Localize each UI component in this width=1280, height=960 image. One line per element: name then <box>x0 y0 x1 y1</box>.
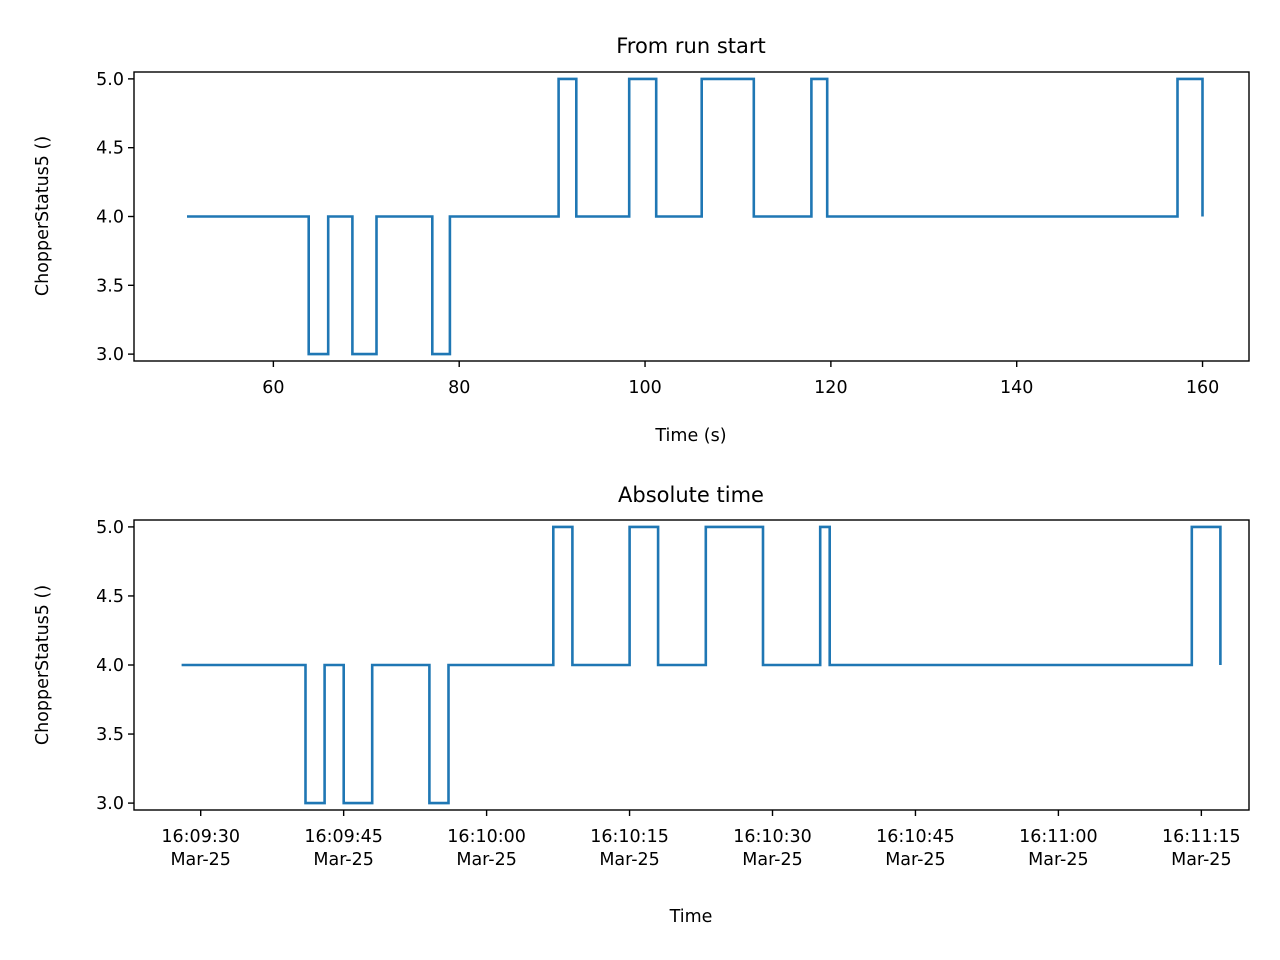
x-tick-label: 16:09:30 <box>161 827 240 847</box>
x-tick-label: Mar-25 <box>885 850 945 870</box>
y-tick-label: 3.0 <box>96 345 124 365</box>
x-tick-label: 16:11:00 <box>1019 827 1098 847</box>
x-axis-label: Time <box>669 907 713 927</box>
chart-bottom: Absolute time Time ChopperStatus5 () 3.0… <box>33 483 1250 927</box>
plot-area: 3.0 3.5 4.0 4.5 5.0 16:09:30 Mar-25 16:09:45 Mar… <box>96 518 1240 870</box>
x-tick-label: Mar-25 <box>742 850 802 870</box>
x-tick-label: 160 <box>1186 378 1219 398</box>
y-tick-label: 4.5 <box>96 139 124 159</box>
axes-frame <box>133 519 1250 811</box>
x-tick-label: Mar-25 <box>1171 850 1231 870</box>
y-tick-label: 4.5 <box>96 587 124 607</box>
x-axis-label: Time (s) <box>654 426 726 446</box>
y-tick-label: 3.0 <box>96 794 124 814</box>
y-axis-label: ChopperStatus5 () <box>33 585 53 745</box>
x-tick-label: 80 <box>448 378 470 398</box>
y-tick-label: 3.5 <box>96 276 124 296</box>
series-line <box>187 77 1204 356</box>
x-tick-label: 16:09:45 <box>304 827 383 847</box>
chart-title: Absolute time <box>618 483 764 507</box>
x-tick-label: Mar-25 <box>456 850 516 870</box>
y-axis-label: ChopperStatus5 () <box>33 136 53 296</box>
x-tick-label: Mar-25 <box>1028 850 1088 870</box>
y-tick-label: 3.5 <box>96 725 124 745</box>
x-tick-label: Mar-25 <box>170 850 230 870</box>
y-tick-label: 4.0 <box>96 656 124 676</box>
x-tick-label: 120 <box>814 378 847 398</box>
axes-frame <box>133 71 1250 362</box>
y-tick-label: 4.0 <box>96 208 124 228</box>
x-tick-label: 16:10:00 <box>447 827 526 847</box>
y-tick-label: 5.0 <box>96 70 124 90</box>
x-tick-label: Mar-25 <box>599 850 659 870</box>
x-tick-label: 60 <box>262 378 284 398</box>
chart-title: From run start <box>616 34 766 58</box>
x-tick-label: 16:11:15 <box>1162 827 1241 847</box>
x-tick-label: Mar-25 <box>313 850 373 870</box>
plot-area: 3.0 3.5 4.0 4.5 5.0 60 80 100 120 140 160 <box>96 70 1219 398</box>
x-tick-label: 140 <box>1000 378 1033 398</box>
chart-top: From run start Time (s) ChopperStatus5 (… <box>33 34 1250 446</box>
x-tick-label: 100 <box>628 378 661 398</box>
y-tick-label: 5.0 <box>96 518 124 538</box>
x-tick-label: 16:10:45 <box>876 827 955 847</box>
x-tick-label: 16:10:15 <box>590 827 669 847</box>
x-tick-label: 16:10:30 <box>733 827 812 847</box>
series-line <box>181 525 1222 805</box>
